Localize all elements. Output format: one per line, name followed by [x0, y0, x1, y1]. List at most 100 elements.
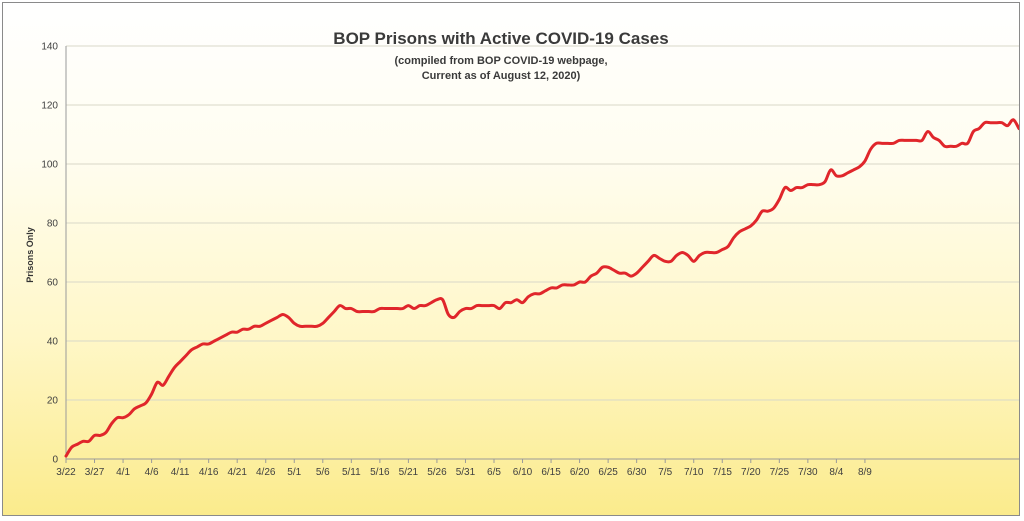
x-tick-label: 8/9	[858, 467, 872, 478]
data-point	[82, 440, 84, 442]
data-point	[236, 331, 238, 333]
data-point	[476, 304, 478, 306]
data-point	[287, 316, 289, 318]
data-point	[316, 325, 318, 327]
data-point	[344, 307, 346, 309]
data-point	[658, 257, 660, 259]
y-tick-label: 40	[47, 337, 59, 348]
data-point	[978, 127, 980, 129]
data-point	[71, 446, 73, 448]
data-point	[550, 287, 552, 289]
data-point	[909, 139, 911, 141]
data-point	[864, 160, 866, 162]
data-point	[487, 304, 489, 306]
chart-subtitle-line-1: (compiled from BOP COVID-19 webpage,	[394, 55, 607, 67]
data-point	[441, 299, 443, 301]
data-point	[516, 299, 518, 301]
data-point	[110, 422, 112, 424]
data-point	[362, 310, 364, 312]
data-point	[801, 186, 803, 188]
data-point	[852, 169, 854, 171]
data-point	[898, 139, 900, 141]
data-point	[310, 325, 312, 327]
x-tick-label: 3/27	[85, 467, 105, 478]
data-point	[481, 304, 483, 306]
data-point	[145, 402, 147, 404]
x-tick-label: 5/31	[456, 467, 476, 478]
data-point	[304, 325, 306, 327]
data-point	[327, 316, 329, 318]
data-point	[533, 293, 535, 295]
data-point	[995, 122, 997, 124]
data-point	[618, 272, 620, 274]
data-point	[601, 266, 603, 268]
data-point	[824, 181, 826, 183]
data-point	[772, 207, 774, 209]
data-point	[687, 254, 689, 256]
series-line	[64, 118, 1019, 458]
data-point	[259, 325, 261, 327]
data-point	[162, 384, 164, 386]
y-tick-label: 100	[41, 160, 58, 171]
data-point	[396, 307, 398, 309]
x-tick-label: 5/26	[427, 467, 447, 478]
x-tick-label: 7/30	[798, 467, 818, 478]
data-point	[847, 172, 849, 174]
data-point	[150, 393, 152, 395]
data-point	[1012, 119, 1014, 121]
data-point	[436, 299, 438, 301]
data-point	[590, 275, 592, 277]
x-tick-label: 7/5	[658, 467, 672, 478]
data-point	[133, 408, 135, 410]
y-tick-label: 0	[52, 455, 58, 466]
data-point	[875, 142, 877, 144]
x-tick-label: 7/20	[741, 467, 761, 478]
y-tick-label: 120	[41, 101, 58, 112]
data-point	[641, 266, 643, 268]
data-point	[578, 281, 580, 283]
data-point	[390, 307, 392, 309]
data-point	[795, 186, 797, 188]
data-point	[190, 349, 192, 351]
data-point	[299, 325, 301, 327]
data-point	[767, 210, 769, 212]
data-point	[407, 304, 409, 306]
data-point	[584, 281, 586, 283]
x-tick-label: 5/11	[342, 467, 361, 478]
data-point	[156, 381, 158, 383]
data-point	[339, 304, 341, 306]
data-point	[961, 142, 963, 144]
data-point	[139, 405, 141, 407]
data-point	[812, 183, 814, 185]
data-point	[818, 183, 820, 185]
data-point	[664, 260, 666, 262]
x-tick-label: 4/26	[256, 467, 276, 478]
data-point	[225, 334, 227, 336]
data-point	[521, 301, 523, 303]
tick-layer: 0 20 40 60 80 100 120 140 3/22 3/27 4/1 4/6 4/11 4/16…	[41, 42, 872, 479]
data-point	[567, 284, 569, 286]
data-point	[1006, 124, 1008, 126]
data-point	[367, 310, 369, 312]
chart-title: BOP Prisons with Active COVID-19 Cases	[333, 29, 668, 48]
data-point	[556, 287, 558, 289]
data-point	[499, 307, 501, 309]
data-point	[213, 340, 215, 342]
data-point	[253, 325, 255, 327]
data-point	[972, 130, 974, 132]
data-point	[761, 210, 763, 212]
x-tick-label: 4/21	[227, 467, 247, 478]
data-point	[624, 272, 626, 274]
data-point	[732, 237, 734, 239]
data-point	[270, 319, 272, 321]
data-point	[738, 231, 740, 233]
data-point	[202, 343, 204, 345]
data-point	[949, 145, 951, 147]
data-point	[276, 316, 278, 318]
data-point	[185, 355, 187, 357]
data-point	[698, 254, 700, 256]
data-point	[715, 251, 717, 253]
grid-layer	[66, 45, 1019, 401]
x-tick-label: 6/5	[487, 467, 501, 478]
